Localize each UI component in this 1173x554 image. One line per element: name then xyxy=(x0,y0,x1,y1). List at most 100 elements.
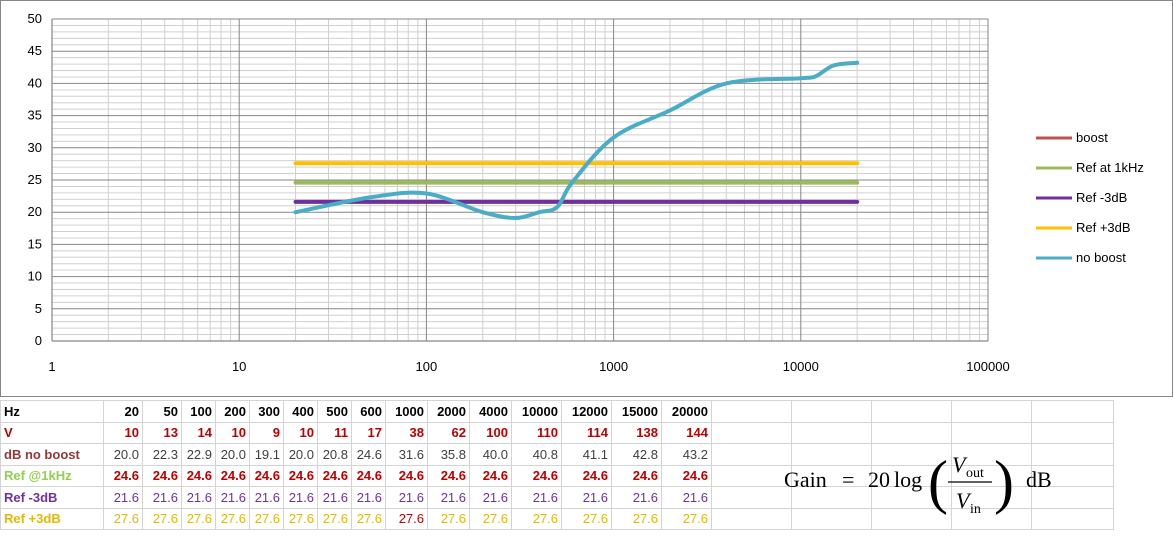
empty-cell xyxy=(1031,400,1114,423)
legend-label: Ref -3dB xyxy=(1076,190,1127,205)
formula-coef: 20 xyxy=(868,467,890,492)
table-cell: 22.9 xyxy=(181,443,216,466)
formula-den-sub: in xyxy=(970,502,981,517)
x-tick-label: 10000 xyxy=(783,359,819,374)
table-cell: 144 xyxy=(661,421,712,444)
legend-label: boost xyxy=(1076,130,1108,145)
table-cell: 21.6 xyxy=(181,486,216,509)
table-row: Hz 20 50 100 200 300 400 500 600 1000 2000 4000 1000… xyxy=(0,400,1114,423)
table-cell: 600 xyxy=(351,400,386,423)
empty-cell xyxy=(1031,421,1114,444)
table-cell: 22.3 xyxy=(142,443,182,466)
table-cell: 21.6 xyxy=(661,486,712,509)
x-tick-label: 100000 xyxy=(966,359,1009,374)
table-cell: 20.8 xyxy=(317,443,352,466)
empty-cell xyxy=(791,400,872,423)
y-tick-label: 0 xyxy=(35,333,42,348)
table-cell: 10 xyxy=(215,421,250,444)
table-cell: 4000 xyxy=(469,400,512,423)
table-cell: 19.1 xyxy=(249,443,284,466)
table-cell: 43.2 xyxy=(661,443,712,466)
table-cell: 27.6 xyxy=(661,507,712,530)
series-line-no-boost xyxy=(293,60,860,220)
y-tick-label: 10 xyxy=(28,269,42,284)
table-cell: 27.6 xyxy=(249,507,284,530)
table-cell: 27.6 xyxy=(561,507,612,530)
empty-cell xyxy=(711,421,792,444)
table-cell: 40.0 xyxy=(469,443,512,466)
table-cell: 10 xyxy=(283,421,318,444)
table-row: V 10 13 14 10 9 10 11 17 38 62 100 110 114 138 144 xyxy=(0,421,1114,444)
table-row: Ref @1kHz 24.6 24.6 24.6 24.6 24.6 24.6 24.6 24.… xyxy=(0,464,1114,487)
table-cell: 24.6 xyxy=(385,464,428,487)
legend-label: no boost xyxy=(1076,250,1126,265)
table-cell: 27.6 xyxy=(351,507,386,530)
table-cell: 10000 xyxy=(511,400,562,423)
table-cell: 41.1 xyxy=(561,443,612,466)
table-cell: 31.6 xyxy=(385,443,428,466)
table-cell: 24.6 xyxy=(351,443,386,466)
y-tick-label: 15 xyxy=(28,236,42,251)
row-label: Ref -3dB xyxy=(0,486,104,509)
table-cell: 21.6 xyxy=(215,486,250,509)
table-cell: 400 xyxy=(283,400,318,423)
row-label: Ref @1kHz xyxy=(0,464,104,487)
y-tick-label: 40 xyxy=(28,75,42,90)
table-cell: 50 xyxy=(142,400,182,423)
row-label: Ref +3dB xyxy=(0,507,104,530)
table-cell: 27.6 xyxy=(611,507,662,530)
y-tick-label: 5 xyxy=(35,301,42,316)
x-tick-label: 1000 xyxy=(599,359,628,374)
y-tick-label: 25 xyxy=(28,172,42,187)
table-cell: 20.0 xyxy=(283,443,318,466)
formula-right-paren: ) xyxy=(994,449,1014,515)
empty-cell xyxy=(951,400,1032,423)
y-tick-label: 35 xyxy=(28,108,42,123)
table-cell: 24.6 xyxy=(317,464,352,487)
empty-cell xyxy=(1031,507,1114,530)
legend-label: Ref +3dB xyxy=(1076,220,1131,235)
table-cell: 21.6 xyxy=(249,486,284,509)
table-cell: 27.6 xyxy=(427,507,470,530)
table-cell: 27.6 xyxy=(215,507,250,530)
table-cell: 21.6 xyxy=(385,486,428,509)
table-cell: 27.6 xyxy=(317,507,352,530)
formula-lhs: Gain xyxy=(784,467,827,492)
table-cell: 11 xyxy=(317,421,352,444)
table-cell: 27.6 xyxy=(103,507,143,530)
table-cell: 42.8 xyxy=(611,443,662,466)
table-cell: 13 xyxy=(142,421,182,444)
table-cell: 114 xyxy=(561,421,612,444)
table-cell: 24.6 xyxy=(469,464,512,487)
table-cell: 38 xyxy=(385,421,428,444)
row-label: dB no boost xyxy=(0,443,104,466)
table-cell: 21.6 xyxy=(427,486,470,509)
table-cell: 21.6 xyxy=(283,486,318,509)
table-cell: 24.6 xyxy=(511,464,562,487)
x-tick-label: 100 xyxy=(416,359,438,374)
table-cell: 24.6 xyxy=(661,464,712,487)
table-row: Ref +3dB 27.6 27.6 27.6 27.6 27.6 27.6 27.6 27.6… xyxy=(0,507,1114,530)
legend-label: Ref at 1kHz xyxy=(1076,160,1144,175)
table-cell: 20 xyxy=(103,400,143,423)
table-cell: 10 xyxy=(103,421,143,444)
table-cell: 17 xyxy=(351,421,386,444)
gain-formula: Gain = 20 log ( V out V in ) dB xyxy=(784,449,1052,517)
table-cell: 200 xyxy=(215,400,250,423)
table-cell: 14 xyxy=(181,421,216,444)
table-cell: 21.6 xyxy=(103,486,143,509)
table-cell: 24.6 xyxy=(142,464,182,487)
table-cell: 24.6 xyxy=(351,464,386,487)
table-cell: 24.6 xyxy=(611,464,662,487)
table-cell: 20.0 xyxy=(215,443,250,466)
empty-cell xyxy=(711,400,792,423)
table-cell: 21.6 xyxy=(351,486,386,509)
x-tick-label: 1 xyxy=(48,359,55,374)
formula-unit: dB xyxy=(1026,467,1052,492)
y-tick-label: 30 xyxy=(28,140,42,155)
formula-num-sub: out xyxy=(966,466,984,481)
table-cell: 21.6 xyxy=(561,486,612,509)
table-cell: 500 xyxy=(317,400,352,423)
formula-equals: = xyxy=(842,467,854,492)
formula-left-paren: ( xyxy=(928,449,948,515)
